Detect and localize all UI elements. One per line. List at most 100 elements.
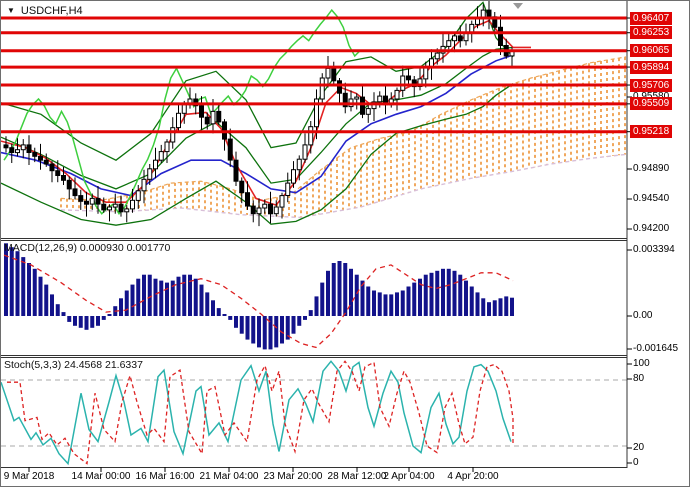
chikou-span-line [3, 8, 362, 215]
macd-histogram-bar [285, 316, 290, 340]
candle-body [176, 112, 181, 129]
candle-body [199, 105, 204, 118]
candle-body [365, 108, 371, 115]
macd-histogram-bar [469, 286, 474, 316]
macd-histogram-bar [274, 316, 279, 348]
macd-histogram-bar [251, 316, 256, 344]
stoch-axis-label: 80 [633, 373, 645, 384]
macd-axis-label: 0.003394 [633, 244, 675, 255]
macd-histogram-bar [21, 257, 26, 316]
candle-body [153, 159, 158, 170]
macd-histogram-bar [326, 270, 330, 316]
symbol-text: USDCHF,H4 [20, 5, 83, 17]
macd-histogram-bar [366, 286, 371, 316]
time-axis-label: 14 Mar 00:00 [71, 471, 131, 482]
candle-body [325, 67, 331, 79]
dropdown-triangle-icon[interactable]: ▼ [7, 6, 15, 15]
macd-histogram-bar [510, 297, 514, 316]
time-axis-label: 16 Mar 16:00 [135, 471, 195, 482]
time-axis-label: 21 Mar 04:00 [199, 471, 259, 482]
candle-body [26, 144, 32, 153]
macd-histogram-bar [320, 282, 325, 316]
panel-separator [1, 238, 627, 239]
candle-body [101, 203, 107, 211]
macd-histogram-bar [61, 312, 66, 316]
macd-histogram-bar [395, 292, 399, 316]
candle-body [285, 182, 291, 197]
candle-body [360, 96, 365, 115]
macd-histogram-bar [96, 316, 100, 326]
macd-histogram-bar [308, 310, 313, 316]
macd-histogram-bar [84, 316, 89, 330]
bollinger-lower-line [1, 83, 514, 226]
candle-body [158, 151, 164, 161]
price-axis-label: 0.94540 [633, 193, 670, 204]
candle-body [296, 158, 302, 171]
candle-body [181, 104, 187, 114]
candle-body [112, 203, 118, 208]
candle-body [446, 40, 452, 47]
candle-body [377, 95, 383, 103]
candle-body [210, 110, 216, 125]
macd-histogram-bar [383, 294, 388, 316]
candle-body [20, 144, 26, 151]
candle-body [319, 77, 325, 100]
macd-histogram-bar [182, 274, 187, 316]
macd-histogram-bar [331, 263, 336, 316]
macd-histogram-bar [27, 263, 31, 316]
macd-histogram-bar [291, 316, 296, 334]
stoch-k-line [1, 360, 512, 466]
level-price-label: 0.95509 [630, 97, 673, 111]
symbol-timeframe-label[interactable]: ▼ USDCHF,H4 [7, 5, 83, 17]
candle-body [130, 199, 135, 210]
level-price-label: 0.96407 [630, 11, 673, 25]
macd-histogram-bar [412, 282, 417, 316]
time-axis-label: 2 Apr 04:00 [383, 471, 435, 482]
candle-body [135, 190, 141, 201]
candle-body [9, 147, 15, 153]
macd-histogram-bar [136, 278, 141, 316]
candle-body [216, 110, 222, 123]
macd-histogram-bar [38, 276, 43, 316]
candle-body [486, 9, 492, 18]
candle-body [170, 127, 176, 143]
candle-body [15, 149, 20, 154]
macd-histogram-bar [15, 251, 20, 316]
macd-histogram-bar [475, 292, 480, 316]
macd-histogram-bar [216, 308, 221, 316]
candle-body [469, 23, 475, 33]
macd-histogram-bar [153, 278, 158, 316]
level-price-label: 0.95894 [630, 60, 673, 74]
macd-histogram-bar [73, 316, 77, 326]
macd-histogram-bar [50, 294, 54, 316]
senkou-span-a-line [60, 56, 627, 201]
macd-histogram-bar [464, 280, 468, 316]
candle-body [308, 126, 314, 146]
macd-histogram-bar [165, 282, 169, 316]
candle-body [331, 67, 337, 82]
bollinger-middle-line [1, 46, 514, 190]
macd-histogram-bar [262, 316, 267, 350]
panel-separator [1, 357, 627, 358]
candle-body [498, 26, 503, 46]
level-price-label: 0.96065 [630, 44, 673, 58]
macd-histogram-bar [400, 290, 405, 316]
time-axis-label: 28 Mar 12:00 [327, 471, 387, 482]
macd-histogram-bar [119, 298, 123, 316]
macd-histogram-bar [170, 280, 175, 316]
candle-body [141, 178, 147, 192]
candle-body [434, 52, 440, 60]
stoch-axis-label: 20 [633, 442, 645, 453]
macd-histogram-bar [297, 316, 302, 326]
stoch-axis-label: 100 [633, 358, 650, 369]
candle-body [262, 203, 268, 209]
macd-histogram-bar [429, 272, 434, 316]
macd-histogram-bar [101, 316, 106, 320]
candle-body [342, 92, 348, 108]
macd-indicator-label: MACD(12,26,9) 0.000930 0.001770 [4, 242, 171, 254]
chart-shift-marker-icon [513, 3, 523, 9]
candle-body [423, 66, 429, 80]
macd-histogram-bar [349, 268, 353, 316]
candle-body [273, 206, 279, 215]
